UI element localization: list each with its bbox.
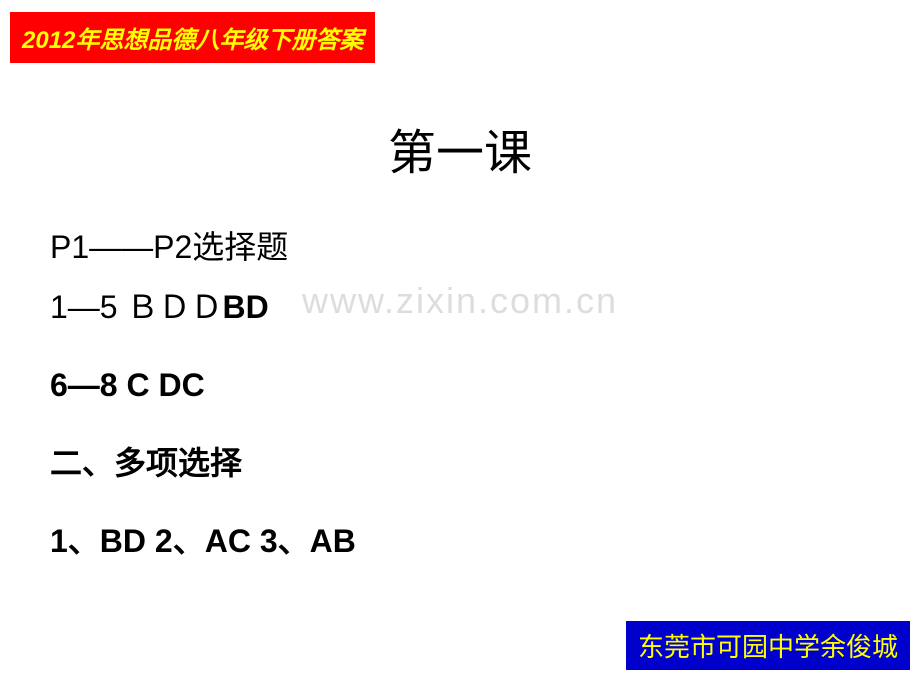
- section-header-2: 二、多项选择: [50, 439, 920, 487]
- footer-banner: 东莞市可园中学余俊城: [626, 621, 910, 670]
- answer-line-2: 6—8 C DC: [50, 361, 920, 409]
- header-banner: 2012年思想品德八年级下册答案: [10, 12, 375, 63]
- lesson-title: 第一课: [0, 113, 920, 183]
- answer-content: P1——P2选择题 1—5 ＢＤＤBD 6—8 C DC 二、多项选择 1、BD…: [50, 223, 920, 565]
- main-content: 第一课 P1——P2选择题 1—5 ＢＤＤBD 6—8 C DC 二、多项选择 …: [0, 113, 920, 565]
- answer-1-prefix: 1—5 ＢＤＤ: [50, 289, 223, 325]
- answer-1-bold: BD: [223, 289, 269, 325]
- section-header-1: P1——P2选择题: [50, 223, 920, 271]
- answer-line-1: 1—5 ＢＤＤBD: [50, 283, 920, 331]
- answer-line-3: 1、BD 2、AC 3、AB: [50, 517, 920, 565]
